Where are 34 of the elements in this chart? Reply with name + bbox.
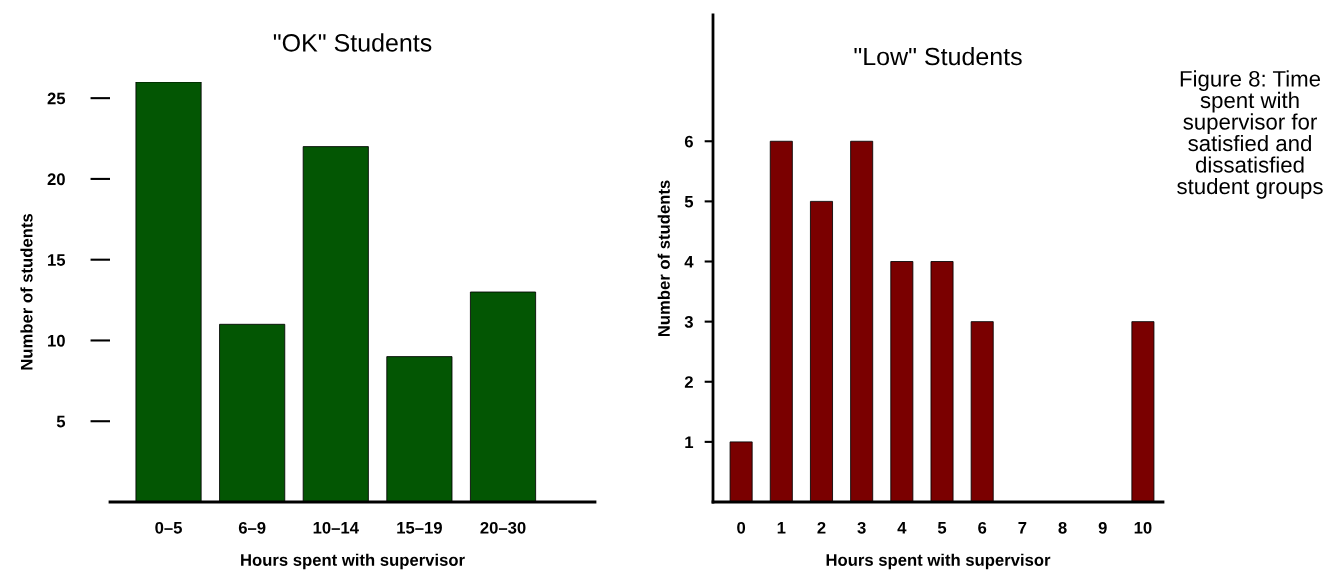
x-axis-title: Hours spent with supervisor bbox=[826, 553, 1051, 570]
y-tick-label: 6 bbox=[684, 135, 693, 148]
y-tick-label: 3 bbox=[684, 316, 693, 328]
y-axis-title: Number of students bbox=[657, 180, 670, 337]
caption: Figure 8: Time spent with supervisor for satisfied and dissatisfied student groups bbox=[1177, 70, 1323, 199]
y-tick-label: 15 bbox=[48, 254, 66, 266]
x-tick-label: 2 bbox=[817, 521, 826, 534]
text: "Low" Students bbox=[854, 46, 1022, 66]
x-tick-label: 6 bbox=[978, 521, 987, 534]
y-tick-label: 1 bbox=[685, 436, 694, 448]
chart-title: "OK" Students bbox=[273, 33, 432, 52]
x-tick-label: 10–14 bbox=[313, 521, 359, 534]
y-tick-label: 2 bbox=[684, 376, 693, 388]
x-tick-label: 1 bbox=[777, 522, 786, 534]
y-tick-label: 20 bbox=[47, 173, 65, 186]
x-tick-label: 4 bbox=[897, 522, 907, 534]
x-tick-label: 15–19 bbox=[397, 521, 442, 534]
y-tick-label: 10 bbox=[48, 334, 65, 347]
y-axis-title: Number of students bbox=[20, 213, 33, 370]
x-tick-label: 5 bbox=[937, 522, 947, 534]
x-tick-label: 8 bbox=[1058, 521, 1067, 534]
x-axis-title: Hours spent with supervisor bbox=[241, 553, 465, 570]
x-tick-label: 10 bbox=[1134, 521, 1152, 534]
x-tick-label: 0 bbox=[737, 521, 746, 534]
x-tick-label: 20–30 bbox=[480, 521, 526, 534]
y-tick-label: 25 bbox=[47, 92, 66, 105]
x-tick-label: 3 bbox=[857, 521, 866, 534]
x-tick-label: 6–9 bbox=[238, 521, 266, 534]
x-tick-label: 7 bbox=[1018, 522, 1027, 534]
y-tick-label: 5 bbox=[56, 415, 66, 428]
y-tick-label: 4 bbox=[684, 256, 694, 268]
x-tick-label: 0–5 bbox=[155, 521, 182, 534]
x-tick-label: 9 bbox=[1098, 521, 1107, 534]
y-tick-label: 5 bbox=[684, 195, 694, 208]
